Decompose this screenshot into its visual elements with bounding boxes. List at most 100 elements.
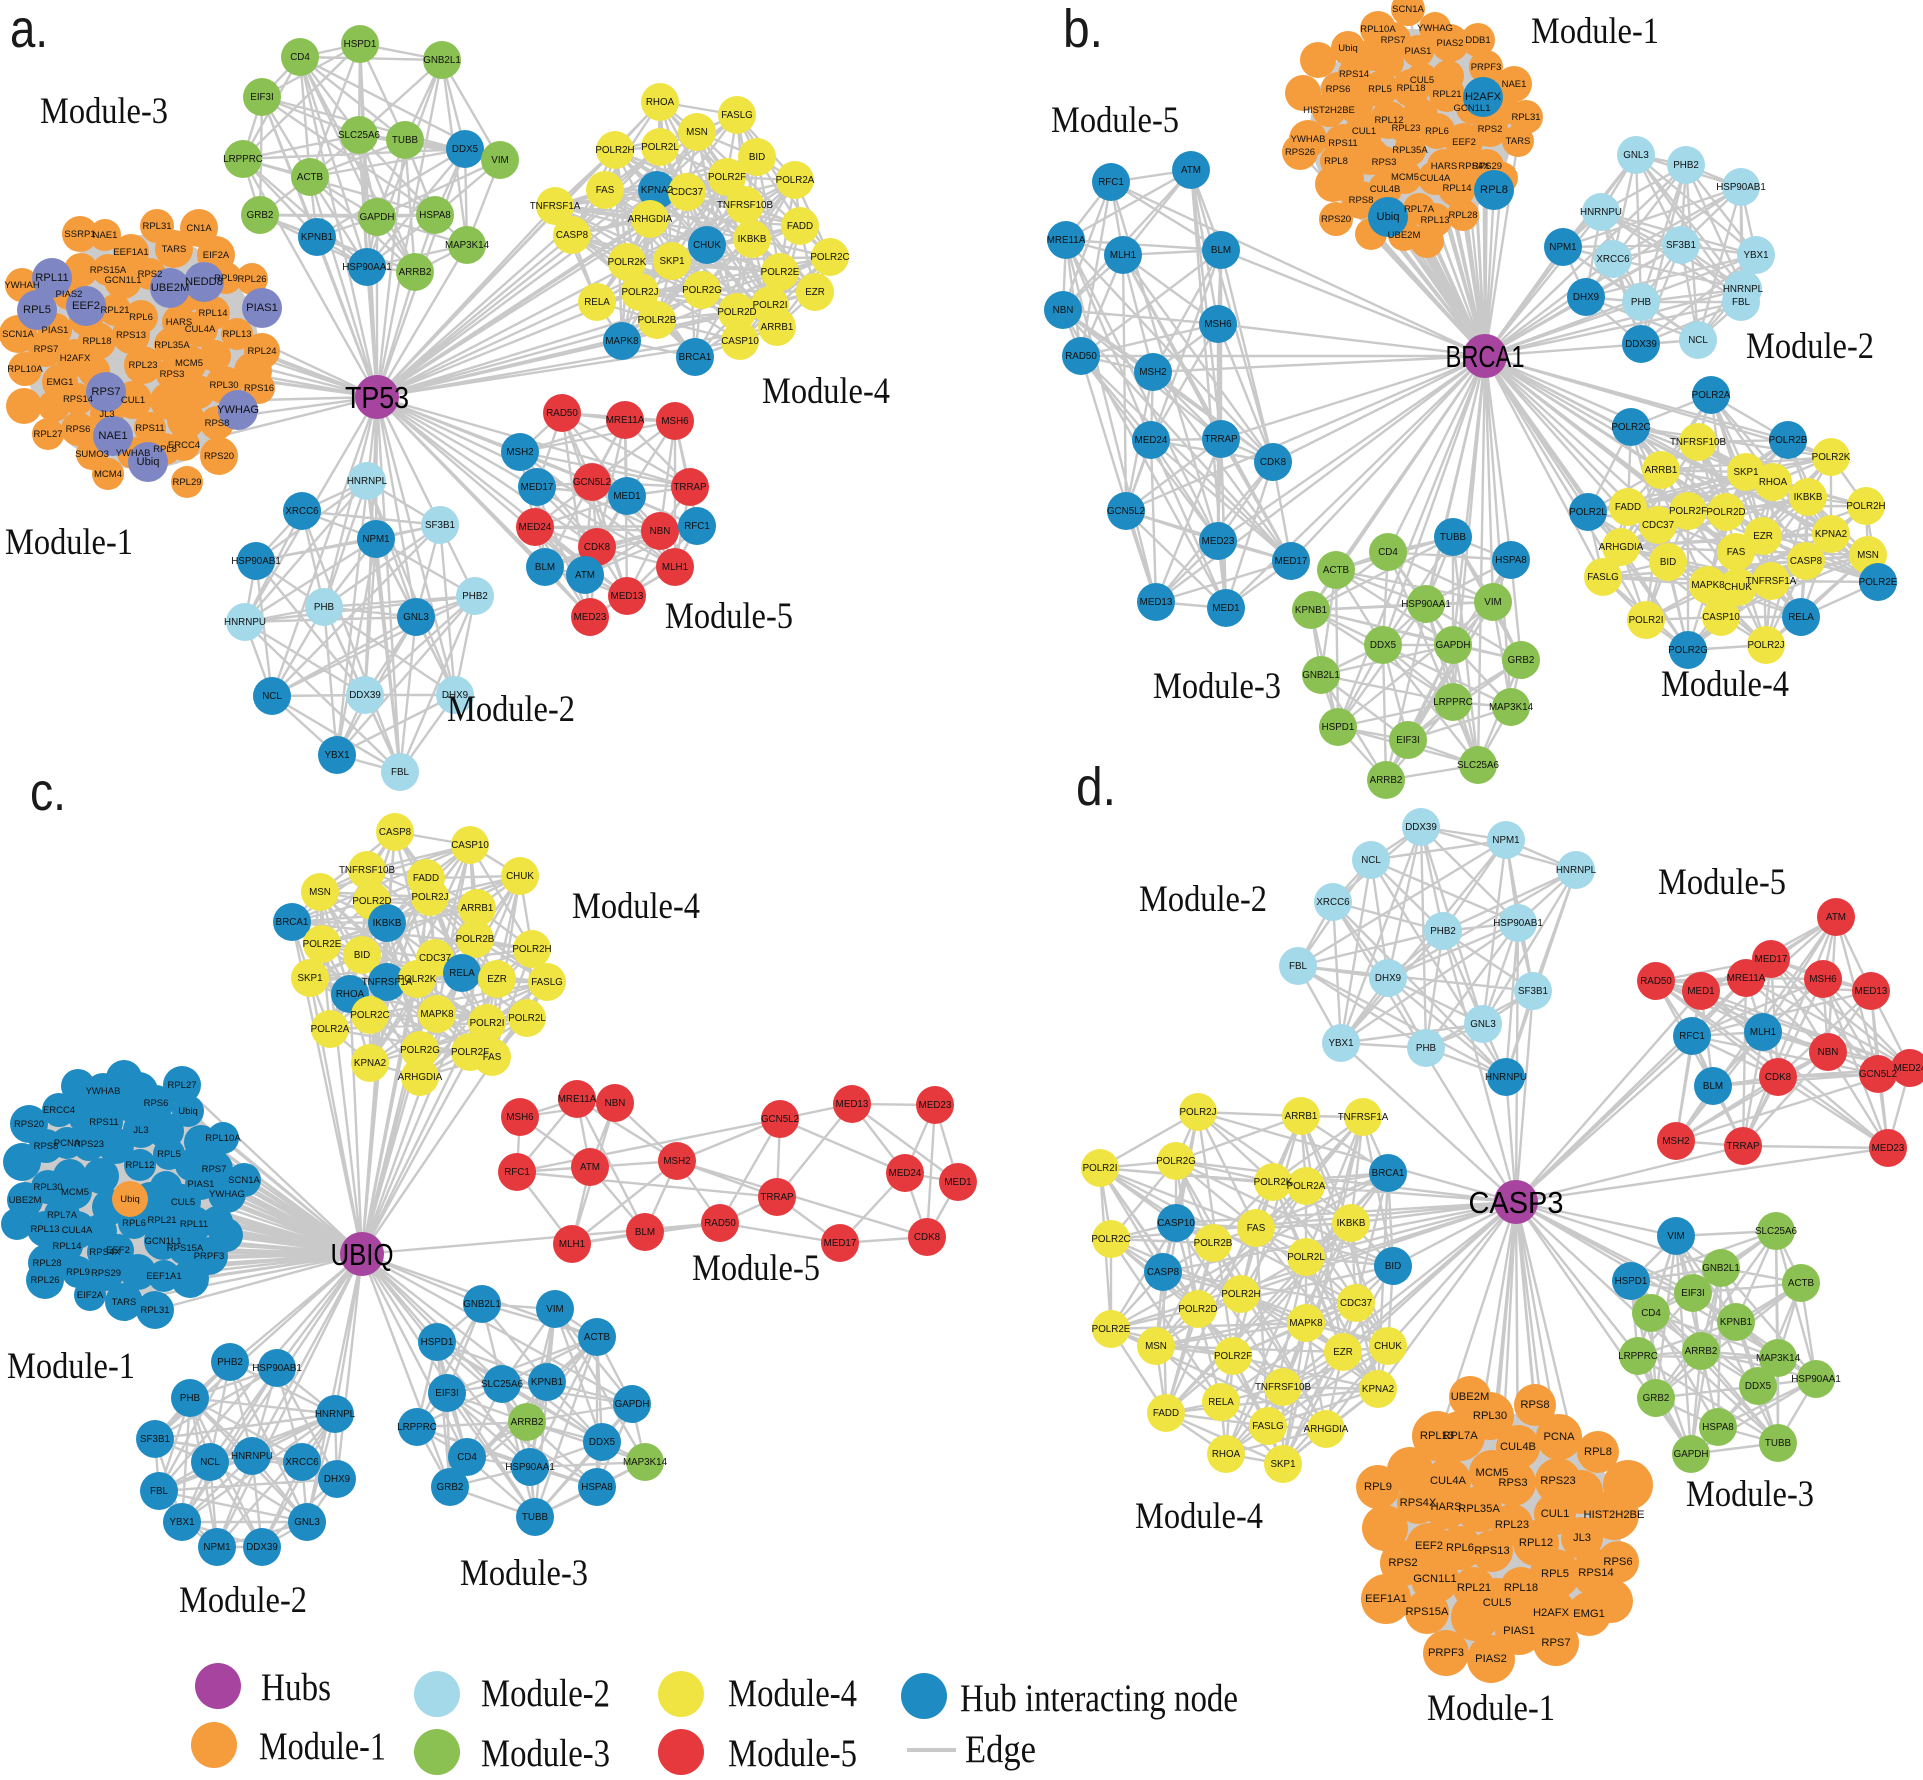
svg-text:Ubiq: Ubiq [120, 1194, 140, 1205]
svg-text:b.: b. [1063, 0, 1103, 59]
svg-text:EIF3I: EIF3I [435, 1388, 458, 1399]
svg-text:CASP8: CASP8 [1790, 556, 1823, 567]
svg-text:TARS: TARS [162, 244, 187, 255]
svg-text:MED24: MED24 [1894, 1063, 1923, 1074]
svg-text:HSPA8: HSPA8 [1495, 555, 1527, 566]
svg-text:DHX9: DHX9 [324, 1474, 350, 1485]
svg-text:MAP3K14: MAP3K14 [445, 240, 490, 251]
svg-text:RPL21: RPL21 [1432, 89, 1461, 100]
svg-text:Module-5: Module-5 [665, 596, 793, 637]
svg-text:CASP8: CASP8 [556, 230, 589, 241]
svg-text:HNRNPL: HNRNPL [1723, 284, 1764, 295]
svg-text:RPL35A: RPL35A [154, 340, 190, 351]
svg-text:GNB2L1: GNB2L1 [463, 1299, 501, 1310]
svg-text:MED1: MED1 [613, 491, 640, 502]
svg-text:RPS4X: RPS4X [1400, 1497, 1437, 1509]
svg-text:RHOA: RHOA [1212, 1449, 1241, 1460]
svg-text:RPS15A: RPS15A [167, 1243, 204, 1254]
svg-text:HSP90AA1: HSP90AA1 [342, 262, 392, 273]
svg-text:MLH1: MLH1 [662, 562, 688, 573]
svg-text:POLR2J: POLR2J [621, 287, 658, 298]
svg-text:MSH2: MSH2 [1139, 367, 1166, 378]
svg-text:RPL26: RPL26 [30, 1275, 59, 1286]
svg-text:GNL3: GNL3 [403, 612, 429, 623]
svg-text:RELA: RELA [1208, 1397, 1234, 1408]
svg-text:EZR: EZR [1333, 1347, 1353, 1358]
svg-text:HSP90AA1: HSP90AA1 [1791, 1374, 1841, 1385]
svg-text:RPS23: RPS23 [1540, 1475, 1575, 1487]
svg-text:ARRB1: ARRB1 [761, 322, 794, 333]
svg-text:ARRB2: ARRB2 [399, 267, 432, 278]
svg-text:DDX39: DDX39 [246, 1542, 278, 1553]
svg-text:HARS: HARS [1430, 1501, 1461, 1513]
svg-text:GNB2L1: GNB2L1 [423, 55, 461, 66]
svg-text:RPS11: RPS11 [1328, 138, 1357, 149]
svg-text:POLR2J: POLR2J [1747, 640, 1784, 651]
svg-text:POLR2G: POLR2G [1156, 1156, 1196, 1167]
svg-text:SKP1: SKP1 [297, 973, 322, 984]
svg-text:POLR2K: POLR2K [608, 257, 647, 268]
svg-text:DDX39: DDX39 [349, 690, 381, 701]
svg-text:MRE11A: MRE11A [1727, 973, 1766, 984]
svg-text:NBN: NBN [1818, 1047, 1839, 1058]
svg-text:CUL1: CUL1 [121, 395, 145, 406]
svg-text:DDX5: DDX5 [1370, 640, 1397, 651]
svg-text:RPS7: RPS7 [1381, 35, 1406, 46]
svg-text:POLR2E: POLR2E [761, 267, 800, 278]
svg-text:Module-4: Module-4 [1661, 664, 1789, 705]
svg-text:PIAS1: PIAS1 [188, 1179, 215, 1190]
svg-text:GNL3: GNL3 [1623, 150, 1649, 161]
svg-text:YWHAB: YWHAB [86, 1086, 121, 1097]
svg-text:RPL7A: RPL7A [1442, 1430, 1478, 1442]
svg-text:RPS26: RPS26 [1285, 147, 1315, 158]
svg-text:TNFRSF10B: TNFRSF10B [717, 200, 774, 211]
svg-text:TRRAP: TRRAP [760, 1192, 794, 1203]
svg-text:NCL: NCL [1361, 855, 1381, 866]
svg-text:EIF3I: EIF3I [1396, 735, 1419, 746]
svg-text:RPS15A: RPS15A [90, 265, 127, 276]
svg-text:Module-3: Module-3 [460, 1553, 588, 1594]
svg-text:CHUK: CHUK [693, 240, 721, 251]
svg-text:FASLG: FASLG [1252, 1421, 1284, 1432]
svg-text:BID: BID [354, 950, 370, 961]
svg-text:POLR2A: POLR2A [1692, 390, 1731, 401]
svg-text:KPNB1: KPNB1 [1295, 605, 1327, 616]
svg-text:XRCC6: XRCC6 [1316, 897, 1350, 908]
svg-text:RPL11: RPL11 [180, 1219, 208, 1230]
svg-text:POLR2D: POLR2D [717, 307, 756, 318]
svg-text:DDX5: DDX5 [452, 144, 479, 155]
svg-text:HNRNPL: HNRNPL [315, 1409, 356, 1420]
svg-text:POLR2I: POLR2I [1083, 1163, 1118, 1174]
svg-text:CUL4B: CUL4B [1370, 184, 1401, 195]
svg-text:BLM: BLM [1703, 1081, 1723, 1092]
svg-text:VIM: VIM [1484, 597, 1501, 608]
svg-text:POLR2L: POLR2L [508, 1013, 546, 1024]
svg-text:YWHAB: YWHAB [116, 448, 151, 459]
svg-text:TUBB: TUBB [522, 1512, 549, 1523]
svg-text:RPS11: RPS11 [135, 423, 164, 434]
svg-text:PRPF3: PRPF3 [1428, 1647, 1464, 1659]
svg-text:RPS15A: RPS15A [1406, 1606, 1449, 1618]
svg-text:EEF2: EEF2 [72, 300, 100, 312]
svg-text:CUL4A: CUL4A [62, 1225, 93, 1236]
svg-text:SLC25A6: SLC25A6 [1457, 760, 1499, 771]
svg-text:NPM1: NPM1 [203, 1542, 230, 1553]
svg-text:POLR2I: POLR2I [470, 1018, 505, 1029]
svg-text:CUL1: CUL1 [1352, 126, 1376, 137]
svg-text:RPL26: RPL26 [237, 274, 266, 285]
svg-text:RPL35A: RPL35A [1392, 145, 1428, 156]
svg-text:YBX1: YBX1 [324, 750, 349, 761]
svg-text:UBIQ: UBIQ [331, 1237, 394, 1272]
svg-text:RPS14: RPS14 [63, 394, 93, 405]
svg-text:PCNA: PCNA [54, 1138, 81, 1149]
svg-text:RPL5: RPL5 [157, 1149, 181, 1160]
svg-text:MCM5: MCM5 [1476, 1467, 1509, 1479]
svg-text:POLR2G: POLR2G [1668, 645, 1708, 656]
svg-text:KPNB1: KPNB1 [531, 1377, 563, 1388]
svg-text:POLR2F: POLR2F [708, 172, 746, 183]
svg-text:CD4: CD4 [457, 1452, 477, 1463]
svg-text:POLR2C: POLR2C [1611, 422, 1650, 433]
svg-text:EEF2: EEF2 [1452, 137, 1476, 148]
svg-text:HSP90AA1: HSP90AA1 [505, 1462, 555, 1473]
svg-text:RPL18: RPL18 [1396, 83, 1425, 94]
